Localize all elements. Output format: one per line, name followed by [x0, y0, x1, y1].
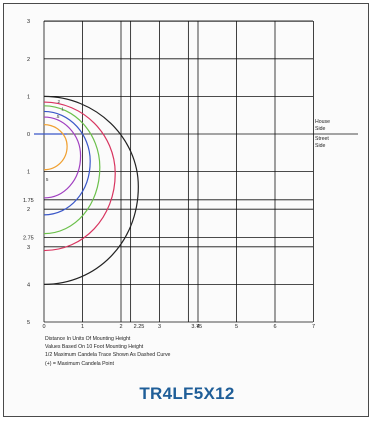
y-tick-label: 2: [27, 57, 30, 63]
x-tick-label: 1: [81, 324, 84, 330]
y-tick-label: 3: [27, 245, 30, 251]
y-tick-label: 3: [27, 19, 30, 25]
y-tick-label: 2: [27, 207, 30, 213]
note-distance-units: Distance In Units Of Mounting Height: [45, 336, 131, 342]
x-tick-label: 5: [235, 324, 238, 330]
x-tick-label: 7: [312, 324, 315, 330]
contour-value-label: 1: [61, 106, 64, 111]
street-side-label: Side: [315, 143, 325, 149]
y-tick-label: 1: [27, 94, 30, 100]
notes-block: Distance In Units Of Mounting Height Val…: [45, 335, 170, 368]
house-side-label: House: [315, 119, 330, 125]
note-max-candela-point: (+) = Maximum Candela Point: [45, 360, 114, 367]
x-tick-label: 2.25: [134, 324, 145, 330]
x-tick-label: 3.75: [191, 324, 202, 330]
contour-value-label: .5: [56, 114, 60, 119]
x-tick-label: 4: [197, 324, 200, 330]
y-tick-label: 0: [27, 132, 30, 138]
isofootcandle-curve: [43, 124, 68, 171]
isofootcandle-curve: [43, 116, 82, 199]
contour-value-label: 2: [57, 99, 60, 104]
y-tick-label: 1.75: [23, 198, 34, 204]
street-side-label: Street: [315, 136, 329, 142]
model-name: TR4LF5X12: [139, 384, 235, 403]
x-tick-label: 3: [158, 324, 161, 330]
y-tick-label: 2.75: [23, 235, 34, 241]
x-tick-label: 0: [43, 324, 46, 330]
x-tick-label: 2: [120, 324, 123, 330]
y-tick-label: 4: [27, 282, 30, 288]
contour-value-label: 5: [46, 177, 49, 182]
y-tick-label: 5: [27, 320, 30, 326]
isofootcandle-curve: [43, 110, 91, 216]
isofootcandle-curve: [43, 101, 116, 252]
note-mounting-height: Values Based On 10 Foot Mounting Height: [45, 344, 144, 351]
y-tick-label: 1: [27, 170, 30, 176]
note-half-candela: 1/2 Maximum Candela Trace Shown As Dashe…: [45, 352, 171, 359]
isofootcandle-curve: [43, 95, 139, 285]
x-tick-label: 6: [274, 324, 277, 330]
isofootcandle-curve: [43, 105, 101, 235]
house-side-label: Side: [315, 126, 325, 132]
